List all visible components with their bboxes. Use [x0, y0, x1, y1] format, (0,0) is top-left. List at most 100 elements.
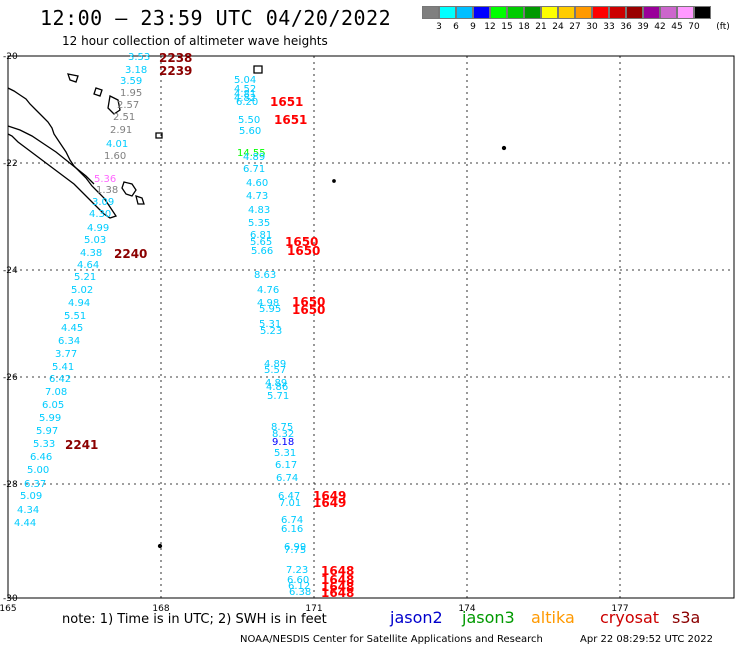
colorbar-label: 27 — [569, 22, 581, 32]
wave-height-value: 1.95 — [120, 88, 142, 99]
colorbar-unit: (ft) — [716, 22, 730, 32]
credit-line: NOAA/NESDIS Center for Satellite Applica… — [240, 634, 543, 645]
satellite-legend-item: cryosat — [600, 608, 660, 627]
islet — [501, 145, 507, 151]
wave-height-value: 6.34 — [58, 336, 80, 347]
wave-height-value: 5.57 — [264, 365, 286, 376]
wave-height-value: 7.01 — [279, 498, 301, 509]
wave-height-value: 6.99 — [284, 542, 306, 553]
wave-height-labels: 3.53 3.183.591.952.572.51 2.91 4.011.60 5.36… — [14, 51, 354, 600]
colorbar-label: 21 — [535, 22, 547, 32]
wave-height-value: 5.33 — [33, 439, 55, 450]
footnote: note: 1) Time is in UTC; 2) SWH is in fe… — [62, 612, 327, 627]
wave-height-value: 4.89 — [243, 152, 265, 163]
wave-height-value: 4.60 — [246, 178, 268, 189]
wave-height-value: 5.23 — [260, 326, 282, 337]
wave-height-value: 5.31 — [259, 319, 281, 330]
wave-height-value: 7.23 — [286, 565, 308, 576]
colorbar-label: 6 — [453, 22, 459, 32]
wave-height-value: 6.46 — [30, 452, 52, 463]
wave-height-value: 6.17 — [275, 460, 297, 471]
wave-height-value: 4.30 — [89, 209, 111, 220]
colorbar-swatch — [541, 6, 558, 19]
wave-height-value: 6.20 — [236, 97, 258, 108]
colorbar-swatch — [660, 6, 677, 19]
wave-height-value: 5.02 — [71, 285, 93, 296]
satellite-legend-item: jason3 — [462, 608, 515, 627]
pass-time-label: 2240 — [114, 247, 147, 261]
generation-timestamp: Apr 22 08:29:52 UTC 2022 — [580, 634, 713, 645]
wave-height-value: 6.74 — [276, 473, 298, 484]
wave-height-value: 4.94 — [68, 298, 90, 309]
colorbar-swatch — [507, 6, 524, 19]
colorbar-label: 33 — [603, 22, 615, 32]
wave-height-value: 4.73 — [246, 191, 268, 202]
wave-height-value: 6.74 — [281, 515, 303, 526]
wave-height-value: 2.51 — [113, 112, 135, 123]
wave-height-value: 4.45 — [61, 323, 83, 334]
pass-time-label: 1648 — [321, 573, 354, 587]
colorbar-label: 24 — [552, 22, 564, 32]
islet-coastline — [93, 87, 103, 97]
wave-height-value: 4.86 — [266, 382, 288, 393]
axis-tick-labels: 165 168 171 174 177 -20 -22 -24 -26 -28 -30 — [0, 52, 629, 614]
colorbar-label: 12 — [484, 22, 496, 32]
wave-height-value: 3.18 — [125, 65, 147, 76]
longitude-tick-label: 168 — [152, 604, 169, 614]
wave-height-value: 6.16 — [281, 524, 303, 535]
wave-height-value: 5.71 — [267, 391, 289, 402]
islet — [157, 543, 163, 549]
colorbar-label: 42 — [654, 22, 666, 32]
longitude-tick-label: 171 — [305, 604, 322, 614]
wave-height-value: 6.37 — [24, 479, 46, 490]
islet-coastline — [67, 73, 79, 83]
wave-height-value: 4.98 — [257, 298, 279, 309]
wave-height-value: 5.95 — [259, 304, 281, 315]
wave-height-value: 2.57 — [117, 100, 139, 111]
wave-height-value: 14.55 — [237, 148, 266, 159]
colorbar-label: 70 — [688, 22, 700, 32]
colorbar-label: 36 — [620, 22, 632, 32]
pass-time-label: 1651 — [274, 113, 307, 127]
grid-lines — [8, 56, 734, 598]
wave-height-value: 3.53 — [128, 52, 150, 63]
pass-time-label: 1649 — [313, 496, 346, 510]
wave-height-value: 5.21 — [74, 272, 96, 283]
pass-time-label: 1650 — [287, 244, 320, 258]
colorbar-swatch — [694, 6, 711, 19]
colorbar-label: 30 — [586, 22, 598, 32]
island-coastline — [135, 195, 145, 205]
colorbar-label: 45 — [671, 22, 683, 32]
pass-time-label: 1648 — [321, 586, 354, 600]
pass-time-label: 1649 — [313, 489, 346, 503]
colorbar-swatch — [456, 6, 473, 19]
wave-height-value: 4.64 — [77, 260, 99, 271]
islet — [332, 179, 336, 183]
wave-height-value: 6.60 — [287, 575, 309, 586]
latitude-tick-label: -24 — [3, 266, 18, 276]
wave-height-value: 4.99 — [87, 223, 109, 234]
wave-height-value: 3.59 — [120, 76, 142, 87]
map-title: 12:00 – 23:59 UTC 04/20/2022 — [40, 6, 392, 30]
wave-height-value: 4.89 — [265, 378, 287, 389]
wave-height-value: 5.65 — [250, 237, 272, 248]
colorbar-swatch — [643, 6, 660, 19]
coastline — [7, 65, 507, 549]
colorbar-swatch — [609, 6, 626, 19]
colorbar-label: 9 — [470, 22, 476, 32]
wave-height-value: 5.99 — [39, 413, 61, 424]
map-subtitle: 12 hour collection of altimeter wave hei… — [62, 34, 328, 48]
wave-height-value: 8.32 — [272, 429, 294, 440]
wave-height-value: 4.81 — [234, 89, 256, 100]
wave-height-value: 5.66 — [251, 246, 273, 257]
pass-time-label: 2239 — [159, 64, 192, 78]
wave-height-value: 3.09 — [92, 197, 114, 208]
wave-height-value: 5.36 — [94, 174, 116, 185]
wave-height-value: 7.75 — [284, 545, 306, 556]
pass-time-label: 2241 — [65, 438, 98, 452]
satellite-legend-item: s3a — [672, 608, 701, 627]
wave-height-value: 4.44 — [14, 518, 36, 529]
longitude-tick-label: 165 — [0, 604, 17, 614]
wave-height-value: 6.81 — [250, 230, 272, 241]
